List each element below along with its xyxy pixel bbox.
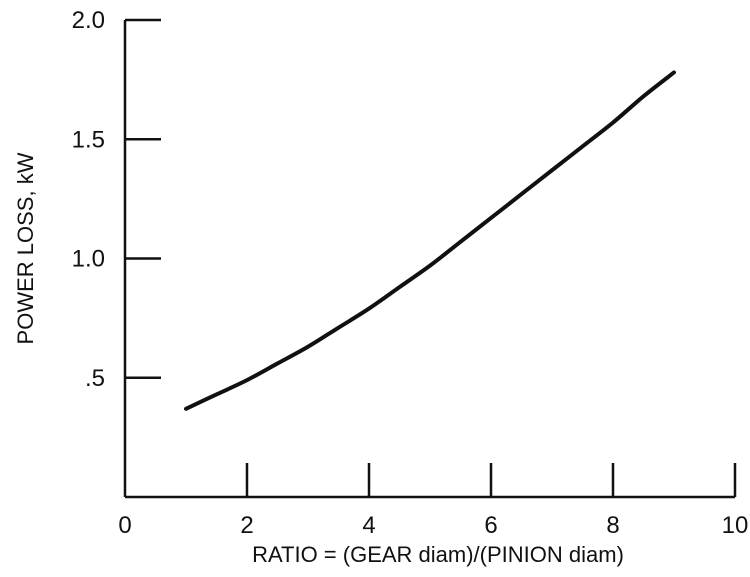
x-tick-label: 10 — [722, 512, 749, 539]
x-ticks: 0 2 4 6 8 10 — [118, 463, 748, 539]
x-tick-label: 6 — [484, 512, 497, 539]
x-axis-title: RATIO = (GEAR diam)/(PINION diam) — [252, 542, 624, 567]
axes — [123, 20, 735, 499]
x-tick-label: 0 — [118, 512, 131, 539]
y-tick-label: 1.5 — [72, 126, 105, 153]
series-line-0 — [184, 70, 676, 411]
plot-area — [184, 70, 676, 411]
y-axis-title: POWER LOSS, kW — [13, 152, 38, 344]
y-tick-label: .5 — [85, 365, 105, 392]
x-tick-label: 8 — [606, 512, 619, 539]
x-tick-label: 2 — [240, 512, 253, 539]
y-tick-label: 1.0 — [72, 246, 105, 273]
y-ticks: .5 1.0 1.5 2.0 — [72, 7, 161, 392]
y-tick-label: 2.0 — [72, 7, 105, 34]
x-tick-label: 4 — [362, 512, 375, 539]
